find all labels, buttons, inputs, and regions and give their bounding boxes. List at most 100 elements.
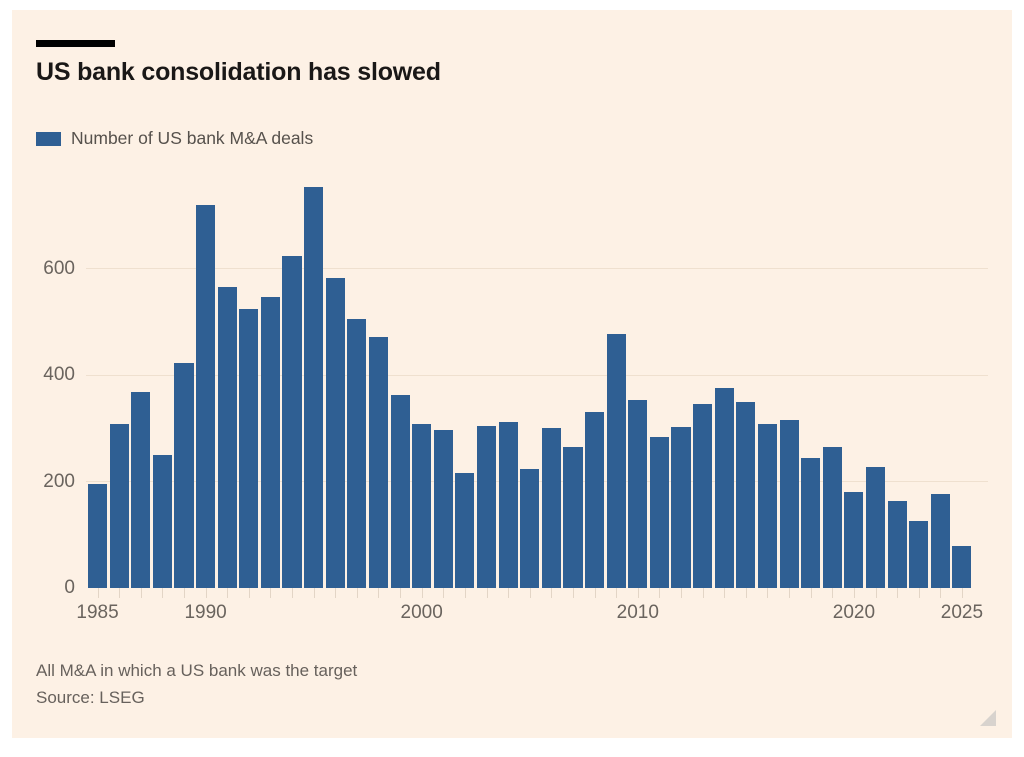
x-axis-tick-1993 (270, 588, 272, 598)
x-axis-tick-2018 (810, 588, 812, 598)
bar-1988 (152, 454, 172, 588)
x-axis-tick-2024 (940, 588, 942, 598)
x-axis-label-2010: 2010 (616, 602, 659, 623)
x-axis-tick-2025 (961, 588, 963, 598)
x-axis-tick-2014 (724, 588, 726, 598)
bar-1999 (390, 394, 410, 588)
bar-1996 (325, 277, 345, 588)
bar-1985 (88, 483, 108, 588)
x-axis-tick-1985 (97, 588, 99, 598)
bar-2024 (930, 493, 950, 588)
bar-1995 (304, 187, 324, 588)
bar-2009 (606, 333, 626, 588)
x-axis-tick-2000 (421, 588, 423, 598)
x-axis-tick-2021 (875, 588, 877, 598)
bar-1989 (174, 362, 194, 588)
chart-footnote: All M&A in which a US bank was the targe… (36, 661, 358, 680)
chart-source: Source: LSEG (36, 688, 145, 707)
bar-2011 (649, 436, 669, 588)
resize-grip-icon[interactable] (980, 710, 996, 726)
x-axis-tick-2012 (681, 588, 683, 598)
x-axis-tick-1997 (356, 588, 358, 598)
bar-1998 (368, 336, 389, 588)
x-axis-tick-1989 (183, 588, 185, 598)
x-axis-tick-2011 (659, 588, 661, 598)
legend: Number of US bank M&A deals (36, 128, 313, 149)
x-axis-tick-1999 (400, 588, 402, 598)
bar-2021 (865, 466, 886, 588)
y-axis-label-400: 400 (43, 364, 75, 386)
y-axis-label-200: 200 (43, 470, 75, 492)
x-axis-tick-2013 (702, 588, 704, 598)
x-axis-tick-2017 (789, 588, 791, 598)
legend-label: Number of US bank M&A deals (71, 128, 314, 148)
bar-2018 (801, 457, 821, 588)
bar-2005 (520, 468, 540, 588)
gridline-600 (86, 268, 988, 270)
x-axis-tick-2004 (508, 588, 510, 598)
legend-swatch-icon (36, 131, 61, 146)
x-axis-tick-2003 (486, 588, 488, 598)
chart-card: US bank consolidation has slowed Number … (12, 10, 1012, 738)
bar-2010 (628, 400, 648, 588)
plot-area: 0 200 400 600 1985 1990 2000 2010 2020 2025 (12, 10, 1012, 738)
x-axis-tick-2022 (897, 588, 899, 598)
bar-2007 (563, 447, 583, 588)
x-axis-tick-2001 (443, 588, 445, 598)
bar-2016 (757, 424, 777, 588)
x-axis-tick-1988 (162, 588, 164, 598)
bar-1992 (239, 308, 259, 588)
x-axis-tick-1998 (378, 588, 380, 598)
bar-2013 (693, 403, 713, 588)
bar-2004 (498, 421, 518, 588)
x-axis-tick-2002 (464, 588, 466, 598)
x-axis-label-1985: 1985 (76, 602, 119, 623)
x-axis-tick-2015 (745, 588, 747, 598)
x-axis-tick-1994 (292, 588, 294, 598)
gridline-400 (86, 374, 988, 376)
bar-2006 (541, 428, 561, 588)
bar-2023 (909, 520, 929, 588)
title-rule (36, 40, 115, 47)
x-axis-label-2025: 2025 (940, 602, 984, 623)
x-axis-tick-2007 (572, 588, 574, 598)
y-axis-label-0: 0 (64, 577, 75, 598)
x-axis-tick-1995 (313, 588, 315, 598)
x-axis-tick-2005 (529, 588, 531, 598)
bar-2002 (455, 473, 475, 588)
x-axis-tick-2008 (594, 588, 596, 598)
x-axis-tick-1991 (227, 588, 229, 598)
x-axis-label-2020: 2020 (832, 602, 876, 623)
x-axis-tick-2010 (637, 588, 639, 598)
x-axis-label-2000: 2000 (400, 602, 443, 623)
bar-1997 (347, 318, 367, 588)
bar-1987 (131, 392, 151, 588)
x-axis-tick-1990 (205, 588, 207, 598)
y-axis-label-600: 600 (43, 257, 75, 279)
x-axis-tick-2019 (832, 588, 834, 598)
bar-2025 (952, 545, 972, 588)
bar-2019 (822, 446, 842, 588)
x-axis-tick-2023 (918, 588, 920, 598)
bar-2020 (844, 492, 864, 588)
bar-1993 (260, 297, 280, 588)
x-axis-tick-2006 (551, 588, 553, 598)
bar-2014 (714, 388, 734, 588)
x-axis-label-1990: 1990 (184, 602, 227, 623)
bar-2017 (779, 420, 799, 588)
bar-2008 (585, 412, 605, 588)
x-axis-tick-2009 (616, 588, 618, 598)
bar-1994 (282, 255, 302, 588)
bar-2015 (736, 401, 756, 588)
bar-2001 (433, 430, 453, 588)
x-axis-tick-1992 (248, 588, 250, 598)
x-axis-tick-1987 (140, 588, 142, 598)
x-axis-tick-1986 (119, 588, 121, 598)
bar-1991 (217, 287, 237, 588)
bar-2000 (412, 423, 432, 588)
bar-2022 (887, 500, 907, 588)
bar-2012 (671, 427, 691, 588)
x-axis-tick-2016 (767, 588, 769, 598)
bar-1990 (196, 204, 216, 588)
